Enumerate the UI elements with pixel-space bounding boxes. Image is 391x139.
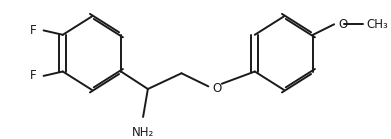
Text: F: F — [30, 24, 37, 37]
Text: CH₃: CH₃ — [367, 18, 389, 31]
Text: O: O — [338, 18, 347, 31]
Text: F: F — [30, 69, 37, 82]
Text: O: O — [212, 82, 221, 95]
Text: NH₂: NH₂ — [132, 126, 154, 139]
